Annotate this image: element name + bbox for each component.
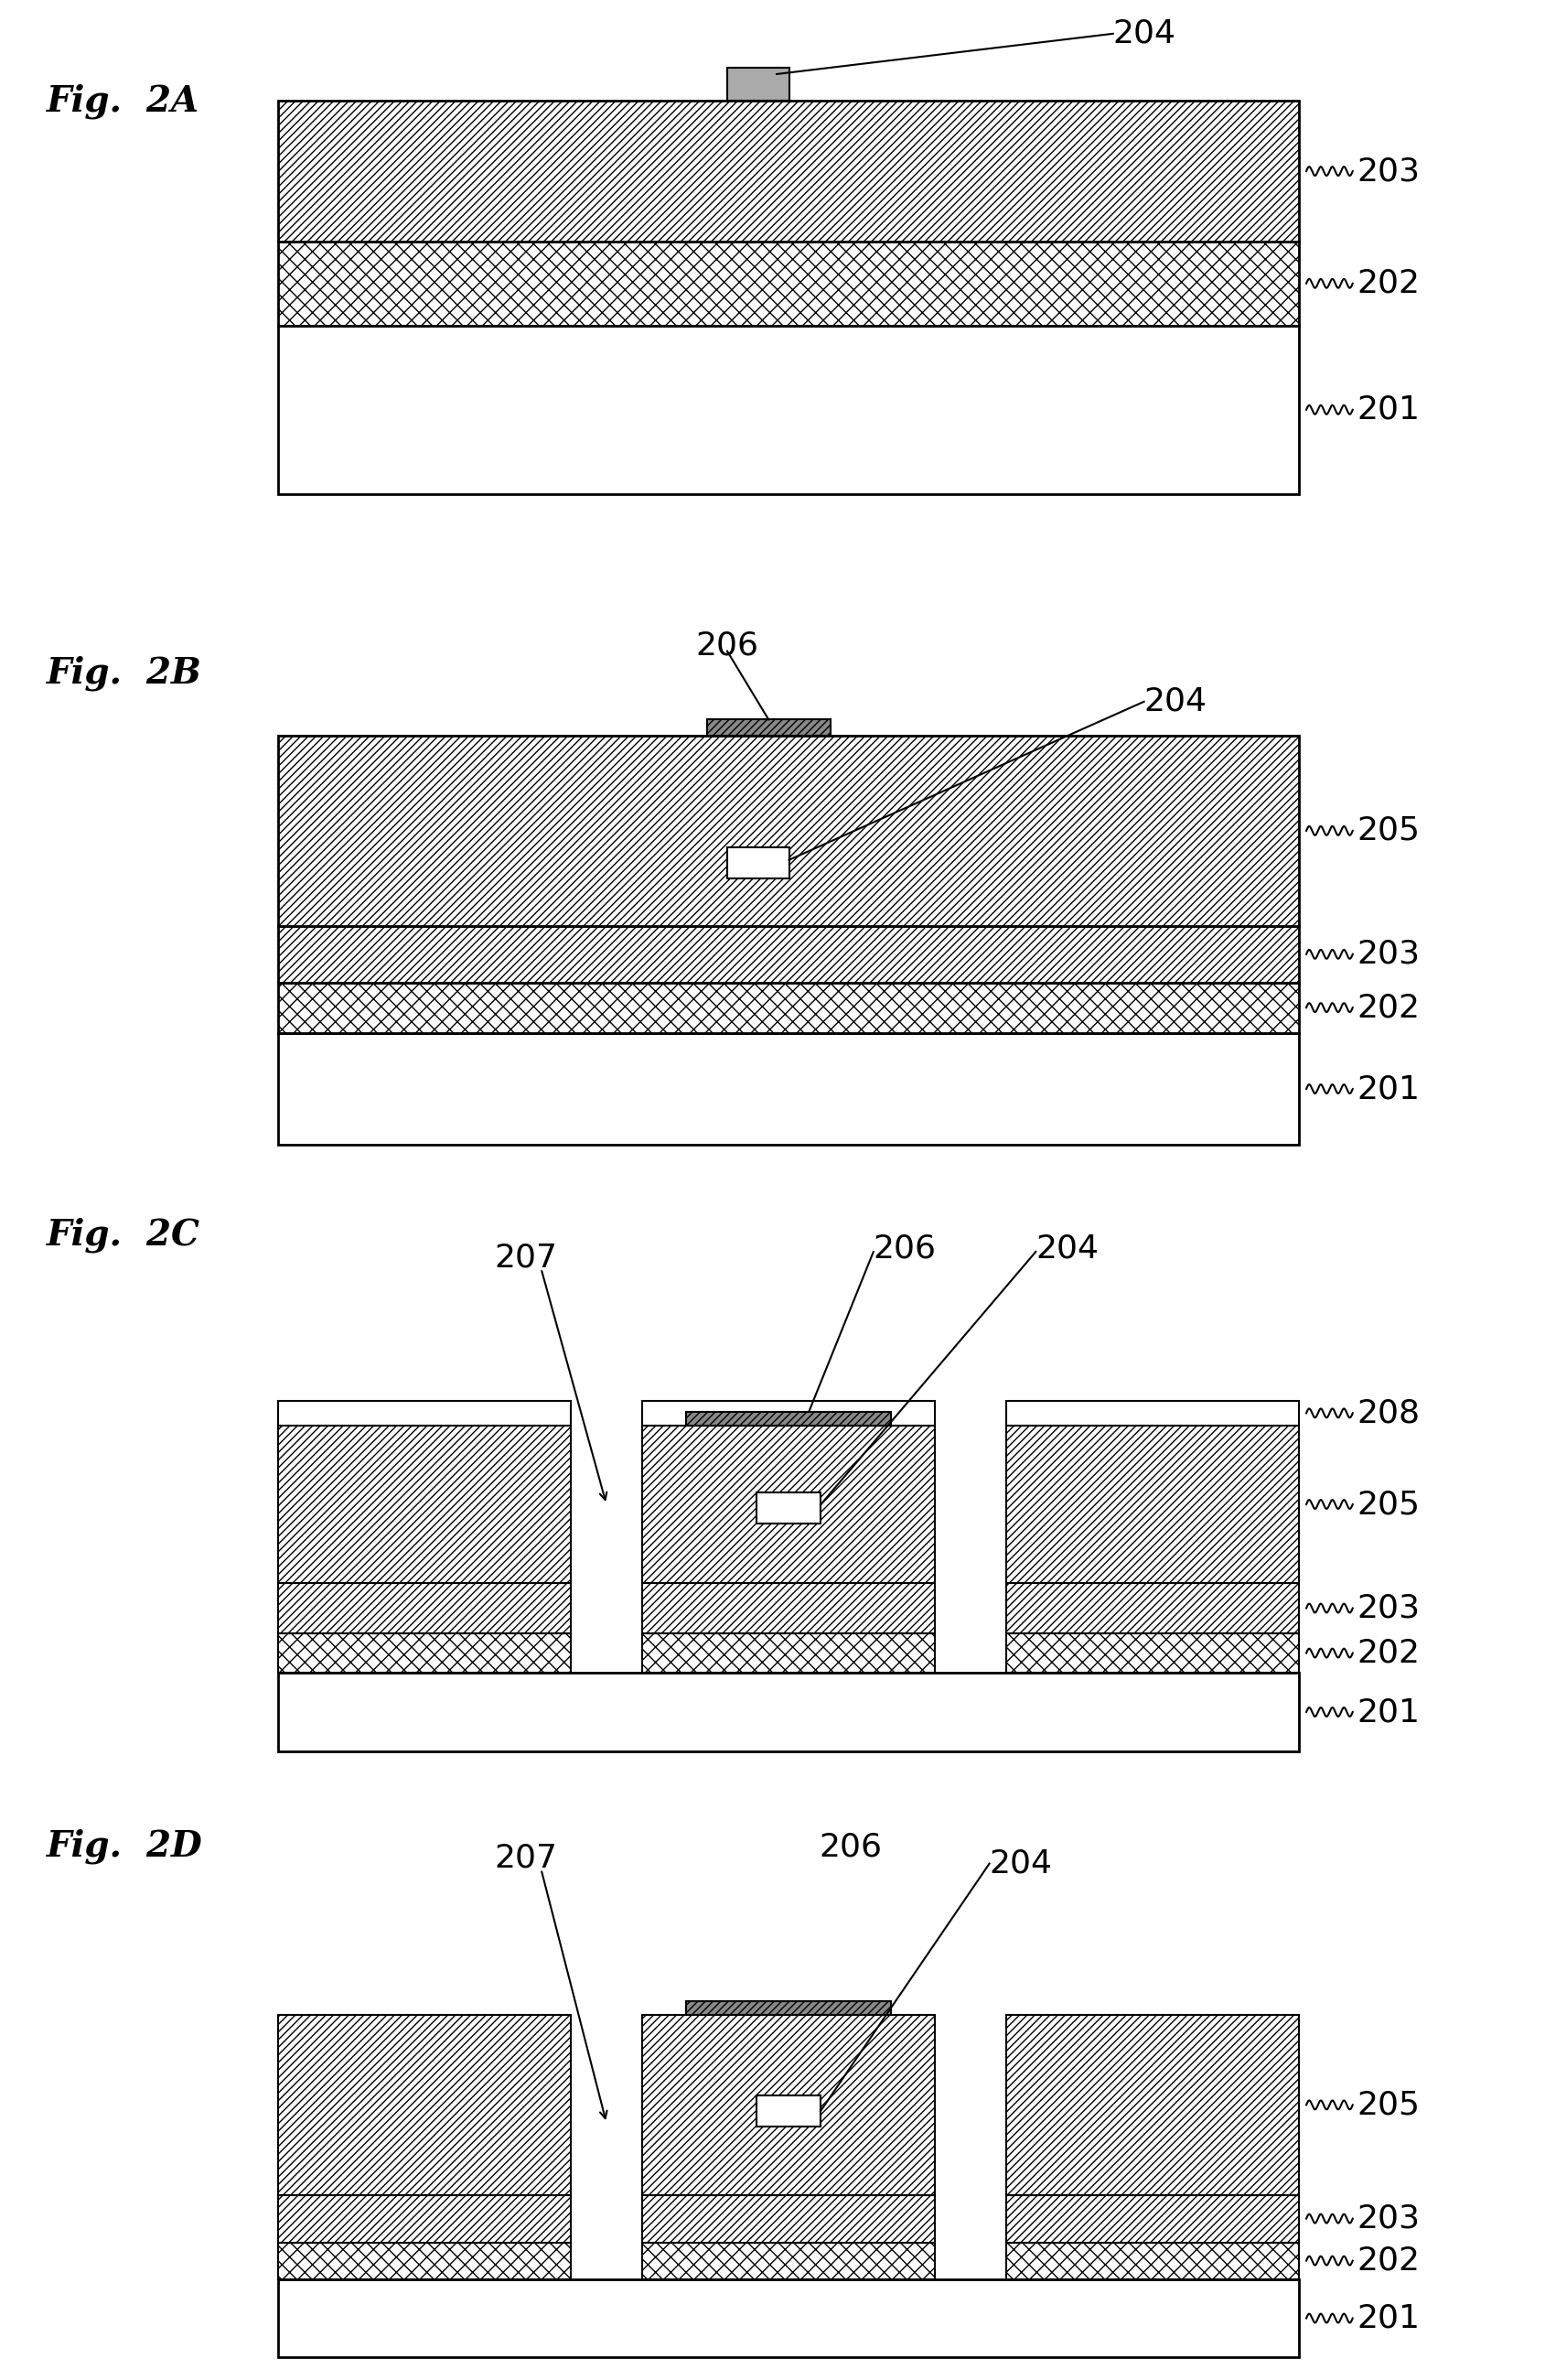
Bar [641,1399,935,1426]
Text: 203: 203 [1357,938,1420,969]
Bar [1006,1583,1298,1633]
Bar [278,2280,1298,2359]
Text: Fig.  2B: Fig. 2B [46,657,202,690]
Bar [1006,1633,1298,1673]
Bar [726,847,788,878]
Bar [706,719,830,735]
Text: Fig.  2D: Fig. 2D [46,1830,202,1864]
Bar [278,2194,570,2242]
Text: 202: 202 [1357,2244,1420,2275]
Bar [278,1033,1298,1145]
Text: 206: 206 [819,1830,881,1861]
Text: 207: 207 [494,1242,556,1273]
Text: 204: 204 [1112,19,1176,50]
Text: 201: 201 [1357,1697,1420,1728]
Text: 202: 202 [1357,269,1420,300]
Bar [278,926,1298,983]
Text: 203: 203 [1357,155,1420,186]
Bar [278,1399,570,1426]
Text: 201: 201 [1357,2304,1420,2335]
Bar [278,240,1298,326]
Bar [1006,1399,1298,1426]
Bar [278,1583,570,1633]
Text: 204: 204 [1035,1233,1098,1264]
Text: 205: 205 [1357,1490,1420,1521]
Text: 208: 208 [1357,1397,1420,1428]
Bar [278,1633,570,1673]
Bar [756,2097,820,2125]
Bar [641,2016,935,2194]
Bar [641,1633,935,1673]
Text: 207: 207 [494,1842,556,1873]
Bar [278,100,1298,240]
Text: 202: 202 [1357,992,1420,1023]
Text: 204: 204 [989,1847,1052,1880]
Bar [686,2002,890,2016]
Text: 201: 201 [1357,395,1420,426]
Bar [278,735,1298,926]
Bar [686,1411,890,1426]
Bar [278,983,1298,1033]
Bar [1006,2242,1298,2280]
Text: Fig.  2A: Fig. 2A [46,83,199,119]
Bar [1006,2016,1298,2194]
Text: 203: 203 [1357,2204,1420,2235]
Bar [1006,2194,1298,2242]
Text: 205: 205 [1357,2090,1420,2121]
Text: 206: 206 [695,631,759,662]
Text: 204: 204 [1143,685,1207,716]
Bar [641,1583,935,1633]
Bar [726,67,788,100]
Bar [278,1673,1298,1752]
Bar [641,2194,935,2242]
Bar [1006,1426,1298,1583]
Bar [278,1426,570,1583]
Bar [278,2242,570,2280]
Text: 206: 206 [873,1233,936,1264]
Text: 202: 202 [1357,1637,1420,1668]
Bar [756,1492,820,1523]
Text: Fig.  2C: Fig. 2C [46,1216,199,1252]
Bar [641,2242,935,2280]
Text: 201: 201 [1357,1073,1420,1104]
Bar [278,326,1298,495]
Bar [641,1426,935,1583]
Text: 203: 203 [1357,1592,1420,1623]
Bar [278,2016,570,2194]
Text: 205: 205 [1357,816,1420,847]
